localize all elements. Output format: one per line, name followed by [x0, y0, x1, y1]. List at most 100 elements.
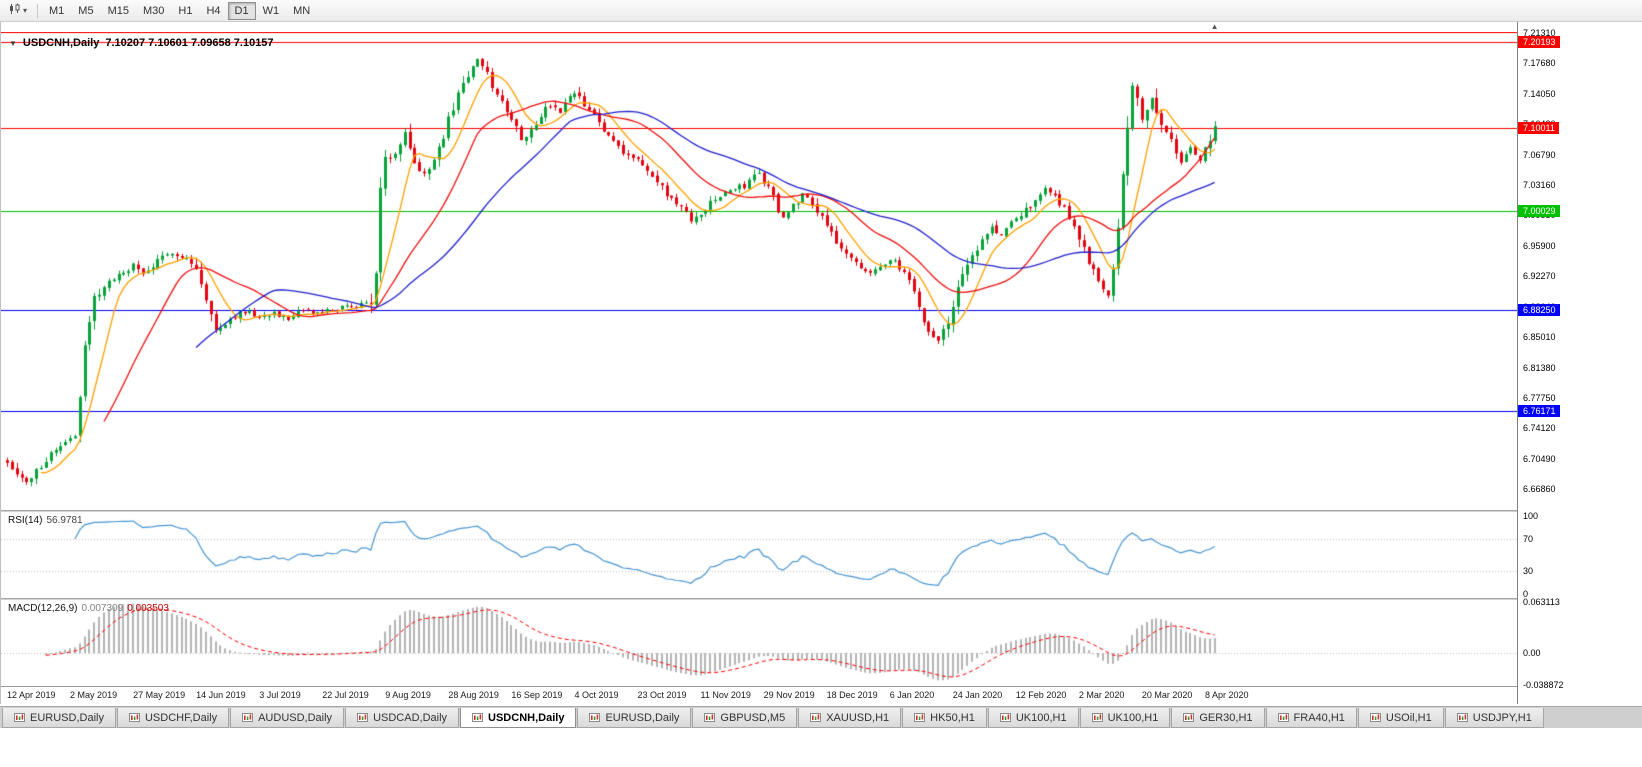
price-tick: 7.06790: [1523, 149, 1556, 160]
ohlc-values: 7.10207 7.10601 7.09658 7.10157: [105, 37, 274, 49]
date-tick: 18 Dec 2019: [826, 690, 878, 700]
chart-tab-usdchf-daily[interactable]: USDCHF,Daily: [116, 708, 230, 728]
date-tick: 14 Jun 2019: [196, 690, 246, 700]
tab-label: USDCHF,Daily: [144, 711, 218, 724]
tab-label: XAUUSD,H1: [826, 711, 890, 724]
chart-tab-uk100-h1[interactable]: UK100,H1: [1079, 708, 1171, 728]
date-tick: 20 Mar 2020: [1141, 690, 1193, 700]
date-tick: 24 Jan 2020: [952, 690, 1003, 700]
date-tick: 2 May 2019: [70, 690, 118, 700]
mini-chart-icon: [242, 713, 254, 722]
price-tick: 6.81380: [1523, 362, 1556, 373]
timeframe-button-m5[interactable]: M5: [78, 4, 94, 17]
rsi-scale-label: 0: [1523, 589, 1529, 600]
chart-tab-gbpusd-m5[interactable]: GBPUSD,M5: [692, 708, 798, 728]
macd-indicator-panel[interactable]: [1, 600, 1517, 686]
date-tick: 12 Apr 2019: [7, 690, 56, 700]
timeframe-button-m30[interactable]: M30: [142, 4, 165, 17]
mini-chart-icon: [810, 713, 822, 722]
candlestick-chart-icon: [9, 2, 21, 20]
date-tick: 11 Nov 2019: [700, 690, 751, 700]
rsi-value: 56.9781: [46, 515, 83, 526]
price-axis[interactable]: 7.213107.176807.140507.104207.067907.031…: [1517, 22, 1642, 704]
price-tick: 6.74120: [1523, 423, 1556, 434]
date-tick: 27 May 2019: [133, 690, 186, 700]
macd-scale-label: 0.00: [1523, 648, 1541, 659]
timeframe-button-d1[interactable]: D1: [227, 1, 256, 20]
chart-tab-usoil-h1[interactable]: USOil,H1: [1357, 708, 1444, 728]
price-tick: 6.77750: [1523, 393, 1556, 404]
hline-price-tag: 7.00029: [1518, 205, 1560, 218]
mini-chart-icon: [999, 713, 1011, 722]
date-axis[interactable]: 12 Apr 2019 2 May 2019 27 May 2019 14 Jun 2…: [1, 686, 1517, 704]
tab-label: AUDUSD,Daily: [258, 711, 333, 724]
chart-tab-eurusd-daily[interactable]: EURUSD,Daily: [2, 708, 116, 728]
chart-tab-usdjpy-h1[interactable]: USDJPY,H1: [1444, 708, 1544, 728]
chart-tab-usdcnh-daily[interactable]: USDCNH,Daily: [460, 708, 577, 728]
rsi-indicator-panel[interactable]: [1, 512, 1517, 598]
panel-divider[interactable]: [1, 510, 1517, 512]
collapse-icon[interactable]: ▼: [9, 38, 17, 48]
chart-title: ▼ USDCNH,Daily 7.10207 7.10601 7.09658 7…: [9, 37, 274, 49]
date-tick: 2 Mar 2020: [1078, 690, 1125, 700]
timeframe-button-m15[interactable]: M15: [107, 4, 129, 17]
panel-divider[interactable]: [1, 598, 1517, 600]
hline-price-tag: 6.76171: [1518, 405, 1560, 418]
chart-tab-eurusd-daily[interactable]: EURUSD,Daily: [577, 708, 692, 728]
price-tick: 6.95900: [1523, 240, 1556, 251]
tab-label: EURUSD,Daily: [605, 711, 680, 724]
macd-main-value: 0.007309: [81, 603, 124, 614]
mini-chart-icon: [1369, 713, 1381, 722]
rsi-name: RSI(14): [8, 515, 43, 526]
main-price-chart[interactable]: [1, 32, 1517, 510]
symbol-timeframe-label: USDCNH,Daily: [22, 37, 100, 49]
date-tick: 28 Aug 2019: [448, 690, 499, 700]
mini-chart-icon: [1183, 713, 1195, 722]
date-tick: 3 Jul 2019: [259, 690, 301, 700]
mini-chart-icon: [1456, 713, 1468, 722]
mini-chart-icon: [1277, 713, 1289, 722]
chart-tab-audusd-daily[interactable]: AUDUSD,Daily: [230, 708, 345, 728]
tab-label: USOil,H1: [1385, 711, 1432, 724]
chart-tab-ger30-h1[interactable]: GER30,H1: [1171, 708, 1265, 728]
mini-chart-icon: [472, 713, 484, 722]
chart-tab-fra40-h1[interactable]: FRA40,H1: [1265, 708, 1357, 728]
price-tick: 6.85010: [1523, 332, 1556, 343]
macd-signal-value: 0.003503: [127, 603, 169, 614]
tab-bar: EURUSD,Daily USDCHF,Daily AUDUSD,Daily USDC…: [0, 706, 1642, 728]
tab-label: GER30,H1: [1199, 711, 1253, 724]
tab-label: UK100,H1: [1107, 711, 1159, 724]
chart-tab-xauusd-h1[interactable]: XAUUSD,H1: [798, 708, 902, 728]
date-tick: 12 Feb 2020: [1015, 690, 1067, 700]
mini-chart-icon: [914, 713, 926, 722]
chart-tab-uk100-h1[interactable]: UK100,H1: [987, 708, 1079, 728]
price-tick: 6.92270: [1523, 271, 1556, 282]
rsi-scale-label: 70: [1523, 534, 1534, 545]
top-toolbar: ▾ M1 M5 M15 M30 H1 H4 D1 W1 MN: [0, 0, 1642, 22]
chart-tab-usdcad-daily[interactable]: USDCAD,Daily: [345, 708, 460, 728]
chart-tab-hk50-h1[interactable]: HK50,H1: [902, 708, 987, 728]
timeframe-bar: M1 M5 M15 M30 H1 H4 D1 W1 MN: [42, 1, 317, 20]
date-tick: 8 Apr 2020: [1204, 690, 1249, 700]
rsi-label: RSI(14) 56.9781: [8, 515, 83, 526]
tab-label: USDCAD,Daily: [373, 711, 448, 724]
hline-price-tag: 7.10011: [1518, 121, 1559, 134]
macd-label: MACD(12,26,9) 0.007309 0.003503: [8, 603, 169, 614]
mini-chart-icon: [128, 713, 140, 722]
timeframe-button-h1[interactable]: H1: [178, 4, 193, 17]
timeframe-button-w1[interactable]: W1: [262, 4, 280, 17]
chart-type-button[interactable]: ▾: [3, 2, 33, 20]
date-tick: 29 Nov 2019: [763, 690, 815, 700]
price-tick: 7.14050: [1523, 88, 1556, 99]
mini-chart-icon: [14, 713, 25, 722]
date-tick: 16 Sep 2019: [511, 690, 563, 700]
timeframe-button-mn[interactable]: MN: [293, 4, 311, 17]
mini-chart-icon: [1091, 713, 1103, 722]
timeframe-button-h4[interactable]: H4: [206, 4, 221, 17]
date-tick: 23 Oct 2019: [637, 690, 687, 700]
tab-label: FRA40,H1: [1293, 711, 1345, 724]
date-tick: 9 Aug 2019: [385, 690, 431, 700]
chart-shift-marker[interactable]: ▲: [1210, 22, 1219, 31]
tab-label: USDJPY,H1: [1472, 711, 1532, 724]
timeframe-button-m1[interactable]: M1: [49, 4, 65, 17]
